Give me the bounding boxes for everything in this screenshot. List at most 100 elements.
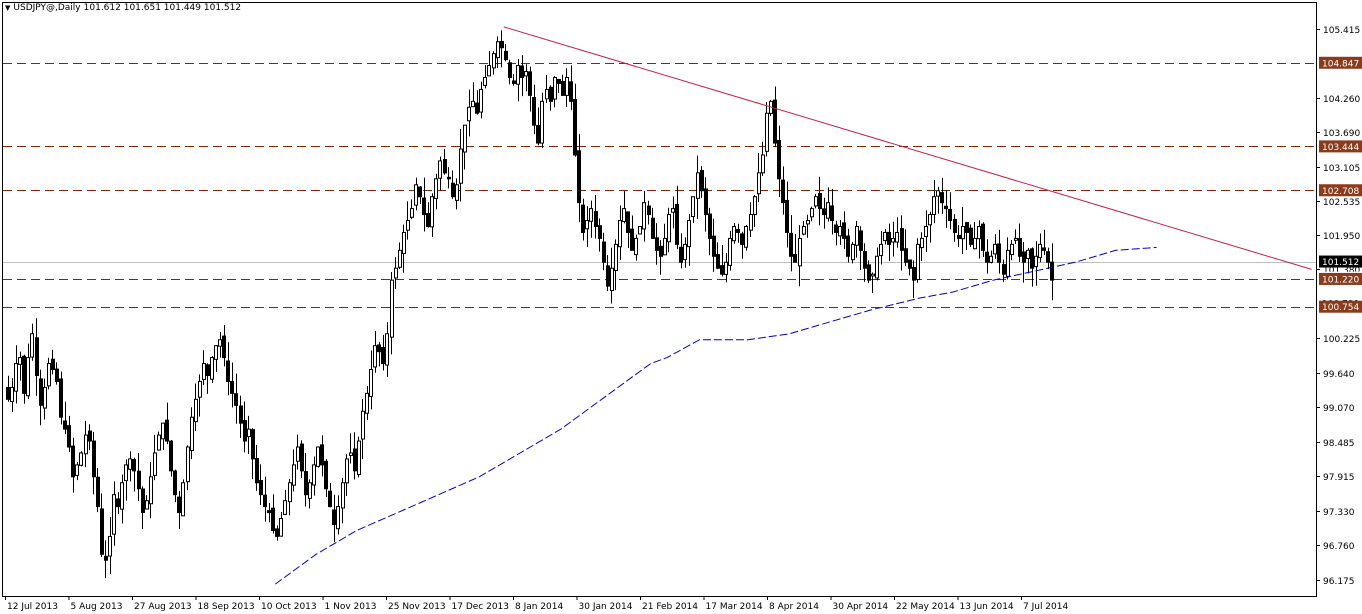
candle-body xyxy=(696,172,700,199)
candle-body xyxy=(822,208,826,216)
x-tick-label: 1 Nov 2013 xyxy=(325,602,377,612)
candle-body xyxy=(691,196,695,218)
candle-body xyxy=(271,507,275,531)
candle-body xyxy=(846,235,850,257)
candle-body xyxy=(447,176,451,180)
candle-body xyxy=(647,205,651,216)
candle-body xyxy=(724,261,728,275)
x-tick-label: 8 Jan 2014 xyxy=(515,602,563,612)
candle-body xyxy=(912,266,916,281)
candle-body xyxy=(1002,264,1006,275)
candle-body xyxy=(573,99,577,156)
candle-body xyxy=(557,78,561,84)
candle-body xyxy=(353,448,357,472)
candle-body xyxy=(602,241,606,263)
candle-body xyxy=(732,225,736,242)
candle-body xyxy=(165,419,169,442)
candle-body xyxy=(124,464,128,482)
candle-body xyxy=(222,335,226,359)
candle-body xyxy=(871,273,875,277)
candle-body xyxy=(585,220,589,230)
candle-body xyxy=(875,255,879,279)
candle-body xyxy=(259,480,263,496)
candle-body xyxy=(22,355,26,394)
candle-body xyxy=(671,208,675,213)
candle-body xyxy=(1050,261,1054,281)
current-price-label-bg xyxy=(1319,255,1362,268)
x-tick-label: 22 May 2014 xyxy=(896,602,955,612)
x-tick-label: 17 Dec 2013 xyxy=(452,602,510,612)
candle-body xyxy=(26,357,30,397)
candle-body xyxy=(524,71,528,77)
symbol-name: USDJPY@,Daily xyxy=(13,3,81,13)
candle-body xyxy=(679,246,683,263)
candle-body xyxy=(1014,237,1018,241)
candle-body xyxy=(492,53,496,69)
candle-body xyxy=(561,80,565,96)
candle-body xyxy=(483,76,487,86)
candle-body xyxy=(891,237,895,243)
candle-body xyxy=(553,76,557,100)
candle-body xyxy=(655,237,659,251)
candle-body xyxy=(606,265,610,287)
candle-body xyxy=(328,490,332,508)
level-price-label-bg xyxy=(1319,140,1362,153)
candle-body xyxy=(96,476,100,508)
candle-body xyxy=(463,124,467,153)
y-tick-label: 98.485 xyxy=(1323,439,1355,449)
candle-body xyxy=(985,251,989,263)
candle-body xyxy=(863,251,867,269)
candle-body xyxy=(365,392,369,414)
candle-body xyxy=(883,231,887,242)
candle-body xyxy=(638,225,642,235)
candle-body xyxy=(112,494,116,535)
level-price-label-bg xyxy=(1319,300,1362,313)
candle-body xyxy=(851,243,855,261)
candle-body xyxy=(230,380,234,394)
candle-body xyxy=(186,446,190,483)
candle-body xyxy=(622,208,626,222)
candle-body xyxy=(361,410,365,440)
candle-body xyxy=(700,170,704,192)
price-axis: 105.415 104.260 103.690 103.105 102.535 101.9… xyxy=(1316,26,1360,587)
candle-body xyxy=(716,254,720,269)
x-tick-label: 12 Jul 2013 xyxy=(7,602,58,612)
candle-body xyxy=(842,222,846,239)
x-tick-label: 7 Jul 2014 xyxy=(1023,602,1068,612)
candle-body xyxy=(598,225,602,239)
candle-body xyxy=(773,99,777,144)
level-price-label: 104.847 xyxy=(1322,59,1359,69)
candle-body xyxy=(859,230,863,251)
candle-body xyxy=(67,425,71,448)
candle-body xyxy=(459,148,463,184)
triangle-down-icon[interactable]: ▼ xyxy=(5,4,11,12)
level-price-label-bg xyxy=(1319,184,1362,197)
candle-body xyxy=(528,71,532,96)
moving-average xyxy=(275,246,1157,585)
candle-body xyxy=(581,204,585,233)
candle-body xyxy=(161,422,165,440)
candle-body xyxy=(720,265,724,275)
candle-body xyxy=(989,255,993,263)
y-tick-label: 99.070 xyxy=(1323,404,1355,414)
x-tick-label: 27 Aug 2013 xyxy=(134,602,192,612)
candle-body xyxy=(128,458,132,470)
candle-body xyxy=(932,196,936,216)
candle-body xyxy=(234,393,238,406)
candle-body xyxy=(145,500,149,510)
candle-body xyxy=(744,225,748,248)
candle-body xyxy=(1030,248,1034,269)
candle-body xyxy=(251,429,255,460)
candle-body xyxy=(279,518,283,537)
candle-body xyxy=(304,471,308,496)
candle-body xyxy=(1010,243,1014,256)
candle-body xyxy=(977,225,981,240)
candle-body xyxy=(132,458,136,472)
candle-body xyxy=(206,364,210,376)
candle-body xyxy=(385,333,389,366)
candle-body xyxy=(377,344,381,353)
candle-body xyxy=(953,218,957,233)
candle-body xyxy=(479,88,483,113)
